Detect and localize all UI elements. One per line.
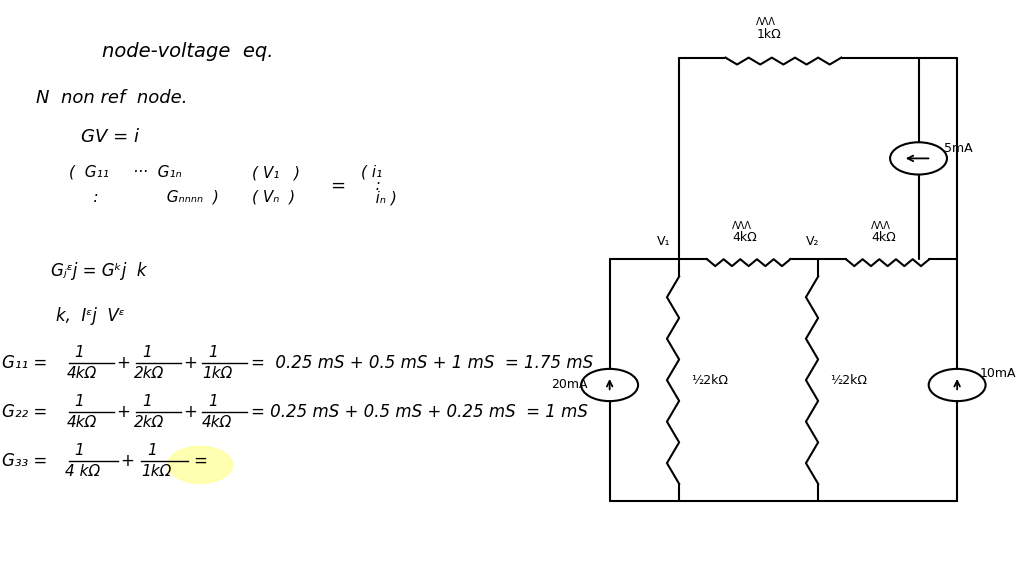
- Text: N  non ref  node.: N non ref node.: [36, 89, 187, 107]
- Text: =  0.25 mS + 0.5 mS + 1 mS  = 1.75 mS: = 0.25 mS + 0.5 mS + 1 mS = 1.75 mS: [251, 354, 593, 372]
- Text: 1: 1: [74, 443, 84, 458]
- Text: 1: 1: [74, 394, 84, 409]
- Text: :: :: [360, 178, 381, 193]
- Text: 20mA: 20mA: [551, 378, 587, 392]
- Text: ( Vₙ  ): ( Vₙ ): [252, 190, 295, 204]
- Text: +: +: [183, 354, 197, 372]
- Text: 1: 1: [74, 345, 84, 360]
- Text: 2kΩ: 2kΩ: [134, 415, 165, 430]
- Text: =: =: [194, 452, 207, 470]
- Text: 4kΩ: 4kΩ: [67, 366, 97, 381]
- Text: G₁₁ =: G₁₁ =: [2, 354, 47, 372]
- Text: +: +: [116, 354, 130, 372]
- Text: +: +: [183, 403, 197, 421]
- Text: ( i₁: ( i₁: [360, 164, 382, 179]
- Text: 5mA: 5mA: [944, 142, 973, 154]
- Text: V₂: V₂: [806, 236, 819, 248]
- Text: node-voltage  eq.: node-voltage eq.: [101, 43, 273, 61]
- Text: 1kΩ: 1kΩ: [757, 28, 781, 41]
- Text: 1kΩ: 1kΩ: [202, 366, 232, 381]
- Text: :              Gₙₙₙₙ  ): : Gₙₙₙₙ ): [69, 190, 219, 204]
- Text: GV = i: GV = i: [81, 128, 139, 146]
- Text: 4kΩ: 4kΩ: [67, 415, 97, 430]
- Text: 10mA: 10mA: [980, 367, 1016, 380]
- Text: ½2kΩ: ½2kΩ: [691, 374, 728, 386]
- Text: 1: 1: [208, 394, 218, 409]
- Text: 4kΩ: 4kΩ: [202, 415, 232, 430]
- Text: iₙ ): iₙ ): [360, 191, 396, 206]
- Text: k,  Iᵋj  Vᵋ: k, Iᵋj Vᵋ: [56, 306, 125, 325]
- Text: ΛΛΛ: ΛΛΛ: [757, 17, 776, 27]
- Text: ΛΛΛ: ΛΛΛ: [871, 221, 891, 231]
- Text: Gⱼᵋj = Gᵏj  k: Gⱼᵋj = Gᵏj k: [51, 262, 146, 280]
- Text: G₂₂ =: G₂₂ =: [2, 403, 47, 421]
- Text: V₁: V₁: [656, 236, 671, 248]
- Text: ΛΛΛ: ΛΛΛ: [732, 221, 752, 231]
- Text: (  G₁₁     ···  G₁ₙ: ( G₁₁ ··· G₁ₙ: [69, 164, 182, 179]
- Text: 1: 1: [142, 345, 152, 360]
- Text: +: +: [116, 403, 130, 421]
- Text: 1: 1: [147, 443, 157, 458]
- Text: ½2kΩ: ½2kΩ: [830, 374, 867, 386]
- Text: G₃₃ =: G₃₃ =: [2, 452, 47, 470]
- Text: 1kΩ: 1kΩ: [141, 464, 171, 479]
- Text: 1: 1: [142, 394, 152, 409]
- Text: 4 kΩ: 4 kΩ: [66, 464, 100, 479]
- Text: = 0.25 mS + 0.5 mS + 0.25 mS  = 1 mS: = 0.25 mS + 0.5 mS + 0.25 mS = 1 mS: [251, 403, 588, 421]
- Text: 4kΩ: 4kΩ: [871, 231, 896, 244]
- Text: ( V₁   ): ( V₁ ): [252, 165, 300, 180]
- Text: 2kΩ: 2kΩ: [134, 366, 165, 381]
- Text: =: =: [330, 176, 345, 195]
- Text: +: +: [120, 452, 134, 470]
- Circle shape: [168, 446, 232, 483]
- Text: 1: 1: [208, 345, 218, 360]
- Text: 4kΩ: 4kΩ: [732, 231, 757, 244]
